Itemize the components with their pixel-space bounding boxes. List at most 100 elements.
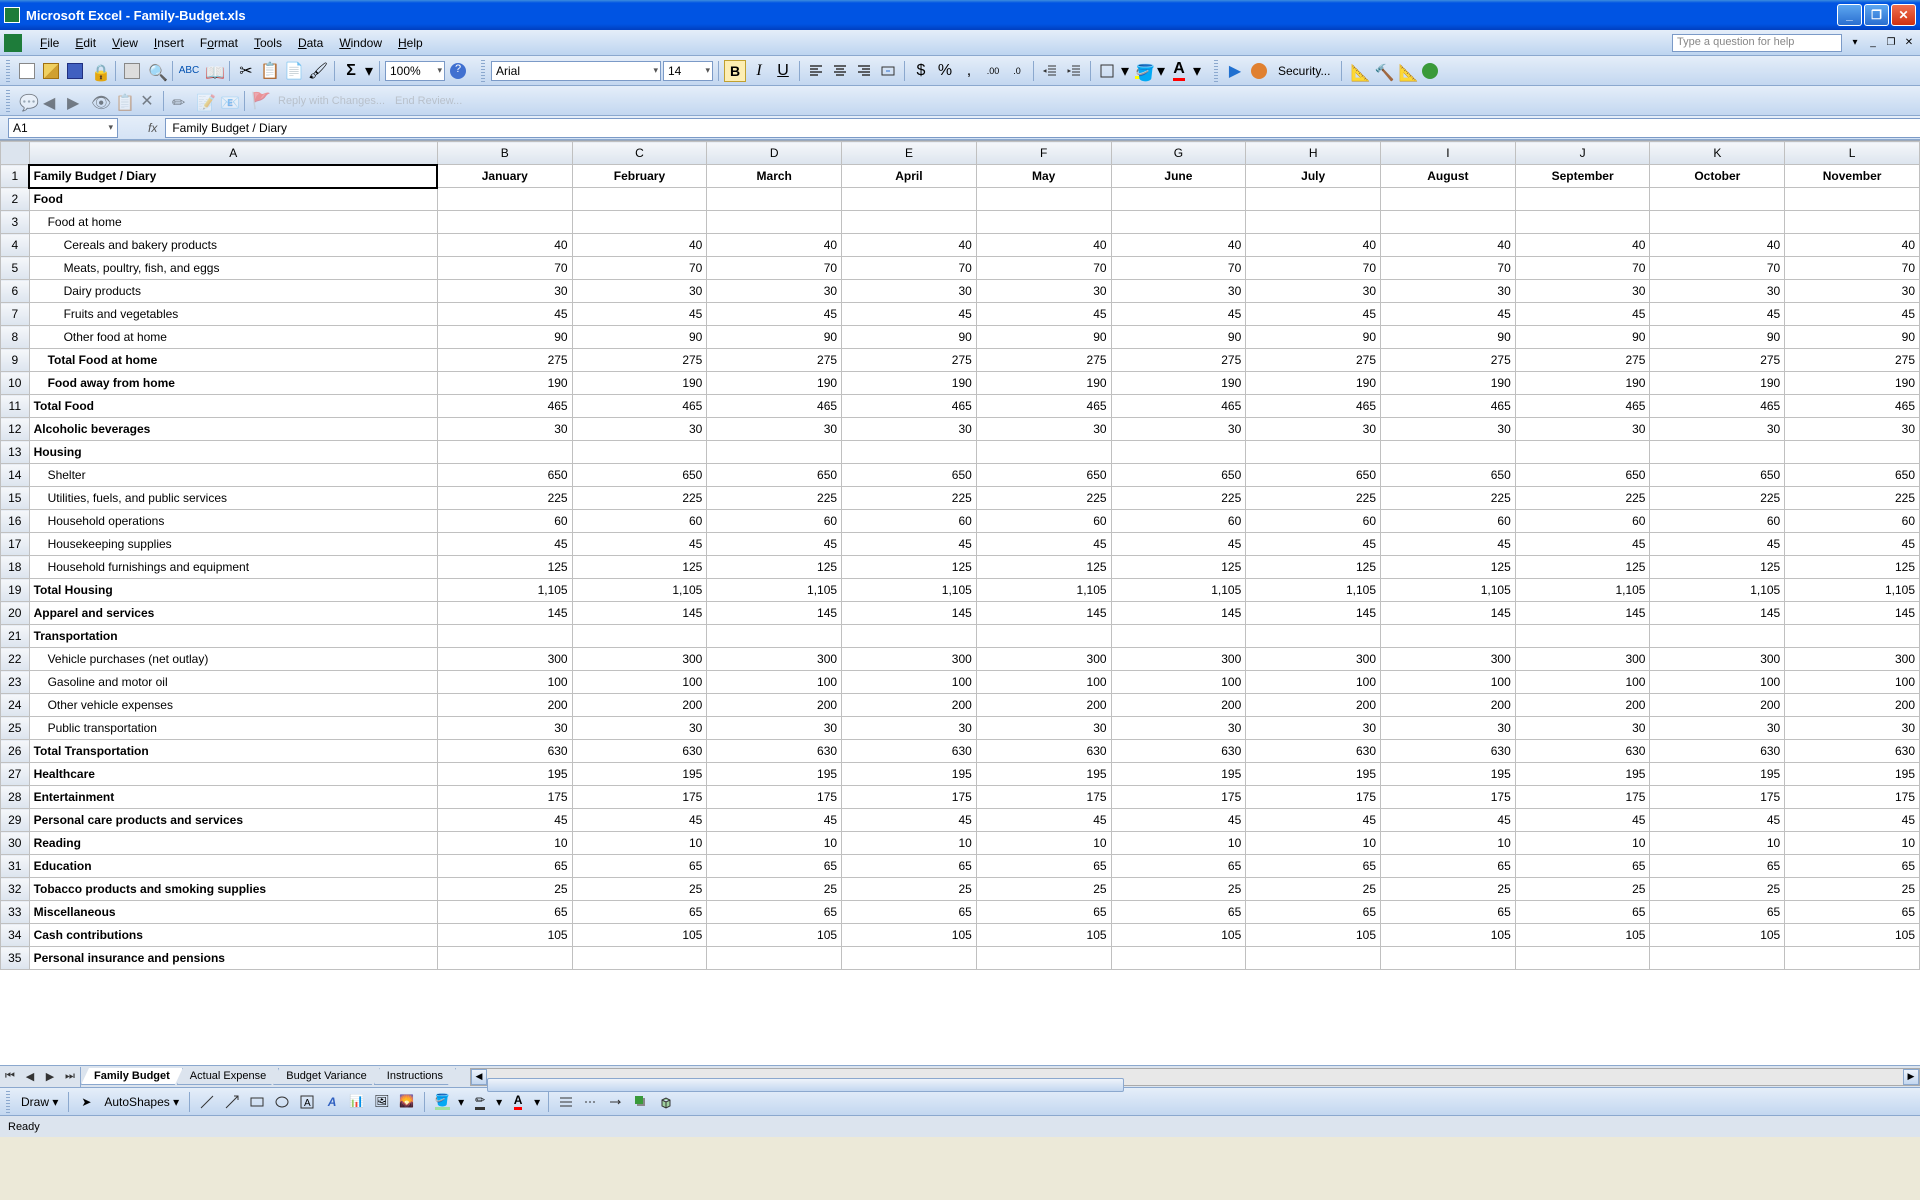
cell[interactable]: 10	[1785, 832, 1920, 855]
cell[interactable]: 70	[572, 257, 707, 280]
cell[interactable]: 30	[1650, 418, 1785, 441]
cell[interactable]: 275	[437, 349, 572, 372]
format-painter-button[interactable]: 🖌	[307, 60, 329, 82]
cell[interactable]: Other food at home	[29, 326, 437, 349]
cell[interactable]: 65	[707, 855, 842, 878]
menu-tools[interactable]: Tools	[246, 33, 290, 53]
cell[interactable]: 30	[1785, 418, 1920, 441]
vba-button[interactable]: 📐	[1347, 60, 1369, 82]
cell[interactable]: Total Transportation	[29, 740, 437, 763]
cell[interactable]: 465	[1785, 395, 1920, 418]
misc-button[interactable]	[1419, 60, 1441, 82]
cell[interactable]: 465	[1381, 395, 1516, 418]
increase-decimal-button[interactable]: .00	[982, 60, 1004, 82]
cell[interactable]: 1,105	[707, 579, 842, 602]
cell[interactable]: 45	[572, 303, 707, 326]
cell[interactable]: 30	[1381, 280, 1516, 303]
cell[interactable]: 200	[1381, 694, 1516, 717]
cell[interactable]: 175	[842, 786, 977, 809]
cell[interactable]: 45	[1650, 303, 1785, 326]
row-header[interactable]: 31	[1, 855, 30, 878]
cell[interactable]: 105	[842, 924, 977, 947]
cell[interactable]: 1,105	[1785, 579, 1920, 602]
cell[interactable]: 40	[707, 234, 842, 257]
column-header-H[interactable]: H	[1246, 142, 1381, 165]
cell[interactable]: 465	[1111, 395, 1246, 418]
cell[interactable]: 125	[1650, 556, 1785, 579]
cell[interactable]: 125	[572, 556, 707, 579]
cell[interactable]: 65	[1246, 855, 1381, 878]
cell[interactable]: 195	[1515, 763, 1650, 786]
cell[interactable]: 200	[1246, 694, 1381, 717]
cell[interactable]: April	[842, 165, 977, 188]
flag-button[interactable]: 🚩	[250, 90, 272, 112]
increase-indent-button[interactable]	[1063, 60, 1085, 82]
cell[interactable]: 60	[437, 510, 572, 533]
sheet-tab[interactable]: Instructions	[374, 1068, 456, 1085]
cell[interactable]: 30	[1111, 418, 1246, 441]
cell[interactable]: 60	[1785, 510, 1920, 533]
fill-color-button[interactable]: 🪣	[1132, 60, 1154, 82]
cell[interactable]: 65	[1381, 901, 1516, 924]
cell[interactable]: 145	[1381, 602, 1516, 625]
security-button[interactable]: Security...	[1272, 64, 1336, 78]
cell[interactable]: 70	[1650, 257, 1785, 280]
font-name-select[interactable]: Arial	[491, 61, 661, 81]
spreadsheet-grid[interactable]: ABCDEFGHIJKL 1Family Budget / DiaryJanua…	[0, 140, 1920, 1065]
cell[interactable]: 45	[1650, 533, 1785, 556]
cell[interactable]: 300	[1515, 648, 1650, 671]
cell[interactable]: 30	[976, 717, 1111, 740]
ink-button[interactable]: ✏	[169, 90, 191, 112]
cell[interactable]: 465	[976, 395, 1111, 418]
cell[interactable]: 175	[707, 786, 842, 809]
cell[interactable]: 145	[437, 602, 572, 625]
cell[interactable]: 275	[976, 349, 1111, 372]
cell[interactable]: 45	[1111, 533, 1246, 556]
control-toolbox-button[interactable]: 🔨	[1371, 60, 1393, 82]
line-button[interactable]	[196, 1091, 218, 1113]
cell[interactable]	[1381, 211, 1516, 234]
cell[interactable]: 190	[976, 372, 1111, 395]
sheet-tab[interactable]: Family Budget	[81, 1068, 183, 1085]
cell[interactable]: 300	[976, 648, 1111, 671]
show-comment-button[interactable]: 👁	[88, 90, 110, 112]
cell[interactable]: 145	[707, 602, 842, 625]
cell[interactable]: Total Food	[29, 395, 437, 418]
cell[interactable]: 65	[1785, 855, 1920, 878]
cell[interactable]: Cereals and bakery products	[29, 234, 437, 257]
cell[interactable]: 145	[1785, 602, 1920, 625]
doc-restore-button[interactable]: _	[1866, 36, 1880, 50]
menu-help[interactable]: Help	[390, 33, 431, 53]
cell[interactable]: 100	[1515, 671, 1650, 694]
formula-input[interactable]: Family Budget / Diary	[165, 118, 1920, 138]
cell[interactable]: Personal care products and services	[29, 809, 437, 832]
cell[interactable]: 30	[572, 717, 707, 740]
cell[interactable]: 65	[572, 901, 707, 924]
cell[interactable]: 25	[1246, 878, 1381, 901]
cell[interactable]: 175	[1381, 786, 1516, 809]
cell[interactable]	[1650, 625, 1785, 648]
cell[interactable]	[842, 188, 977, 211]
cell[interactable]: 70	[437, 257, 572, 280]
column-header-A[interactable]: A	[29, 142, 437, 165]
cell[interactable]: 100	[707, 671, 842, 694]
cell[interactable]	[1515, 947, 1650, 970]
column-header-L[interactable]: L	[1785, 142, 1920, 165]
cell[interactable]: 195	[437, 763, 572, 786]
cell[interactable]: 45	[1381, 809, 1516, 832]
cell[interactable]: 45	[1246, 303, 1381, 326]
cell[interactable]	[1111, 625, 1246, 648]
cell[interactable]	[1515, 188, 1650, 211]
cell[interactable]: 65	[976, 855, 1111, 878]
cell[interactable]: 30	[707, 280, 842, 303]
cell[interactable]: 275	[707, 349, 842, 372]
column-header-K[interactable]: K	[1650, 142, 1785, 165]
cell[interactable]	[1111, 947, 1246, 970]
cell[interactable]	[1246, 441, 1381, 464]
cell[interactable]	[976, 211, 1111, 234]
cell[interactable]: 275	[1246, 349, 1381, 372]
cell[interactable]: 45	[707, 533, 842, 556]
cell[interactable]: 300	[707, 648, 842, 671]
cell[interactable]: 30	[437, 280, 572, 303]
cell[interactable]	[1785, 441, 1920, 464]
